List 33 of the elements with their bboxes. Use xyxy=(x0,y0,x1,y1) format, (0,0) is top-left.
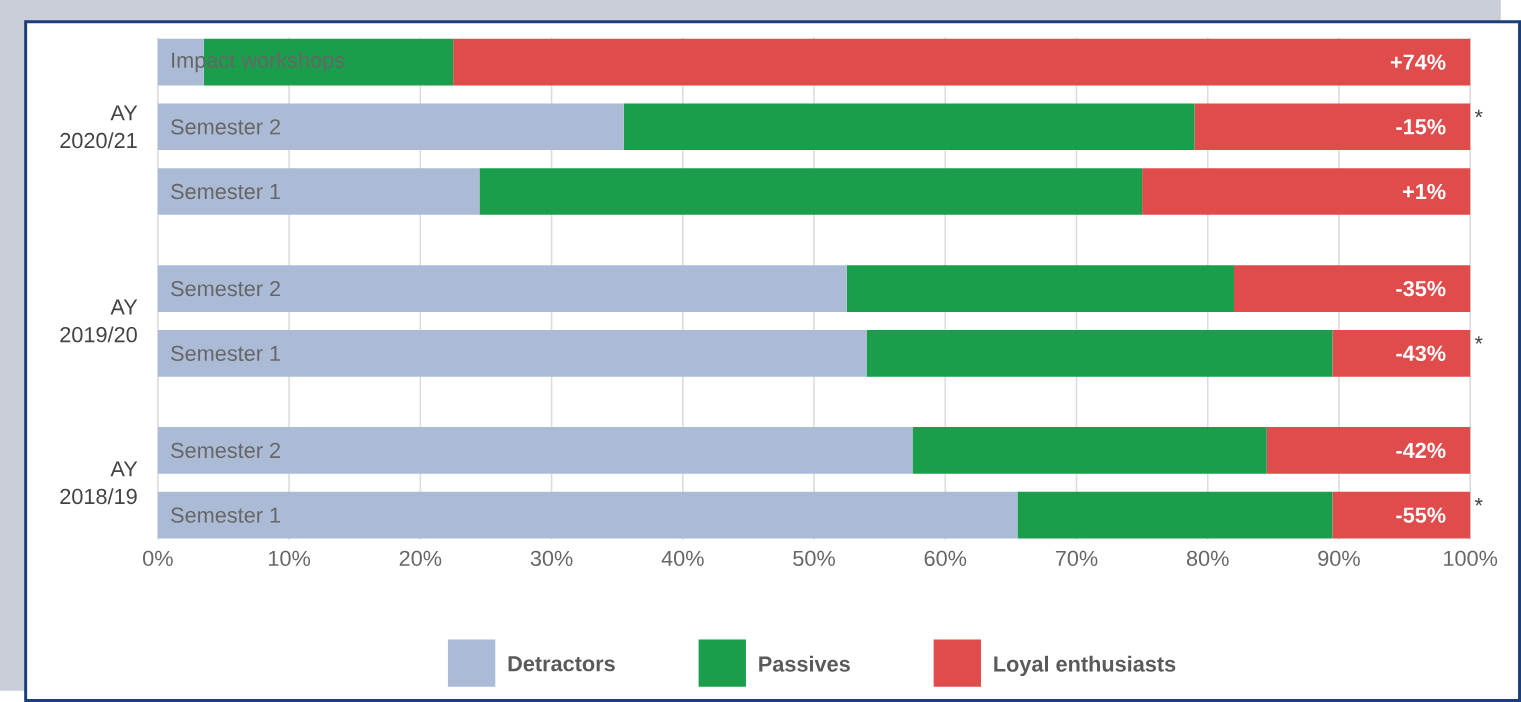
x-tick-label: 30% xyxy=(530,550,573,566)
annotation: -42% xyxy=(1396,442,1446,459)
x-tick-label: 20% xyxy=(399,550,442,566)
text: * xyxy=(1474,336,1483,344)
annotation: +74% xyxy=(1390,54,1446,70)
annotation: -43% xyxy=(1396,345,1446,362)
x-tick-label: 80% xyxy=(1186,550,1229,566)
x-tick-label: 40% xyxy=(661,550,704,566)
x-tick-label: 70% xyxy=(1055,550,1098,566)
annotation: -15% xyxy=(1396,119,1446,135)
text: AY 2019/20 xyxy=(60,299,138,343)
text: * xyxy=(1474,109,1483,118)
legend-label: Loyal enthusiasts xyxy=(994,655,1176,676)
y-tick-label: Semester 1 xyxy=(171,507,281,523)
x-tick-label: 90% xyxy=(1318,550,1360,566)
annotation: -35% xyxy=(1396,280,1446,297)
y-tick-label: Semester 2 xyxy=(171,280,280,297)
x-tick-label: 0% xyxy=(143,550,173,566)
y-tick-label: Semester 2 xyxy=(171,442,280,459)
annotation: +1% xyxy=(1402,183,1446,200)
annotation: -55% xyxy=(1396,507,1446,523)
x-tick-label: 100% xyxy=(1444,550,1498,566)
x-tick-label: 10% xyxy=(269,550,311,566)
y-tick-label: Semester 1 xyxy=(171,183,281,200)
y-tick-label: Semester 1 xyxy=(171,345,281,361)
y-tick-label: Semester 2 xyxy=(171,119,280,135)
text: AY 2018/19 xyxy=(60,461,138,505)
text: * xyxy=(1474,497,1483,506)
x-tick-label: 60% xyxy=(924,550,967,566)
legend-label: Passives xyxy=(759,655,850,672)
text: AY 2020/21 xyxy=(60,105,138,149)
legend-label: Detractors xyxy=(508,656,615,672)
x-tick-label: 50% xyxy=(793,550,835,566)
